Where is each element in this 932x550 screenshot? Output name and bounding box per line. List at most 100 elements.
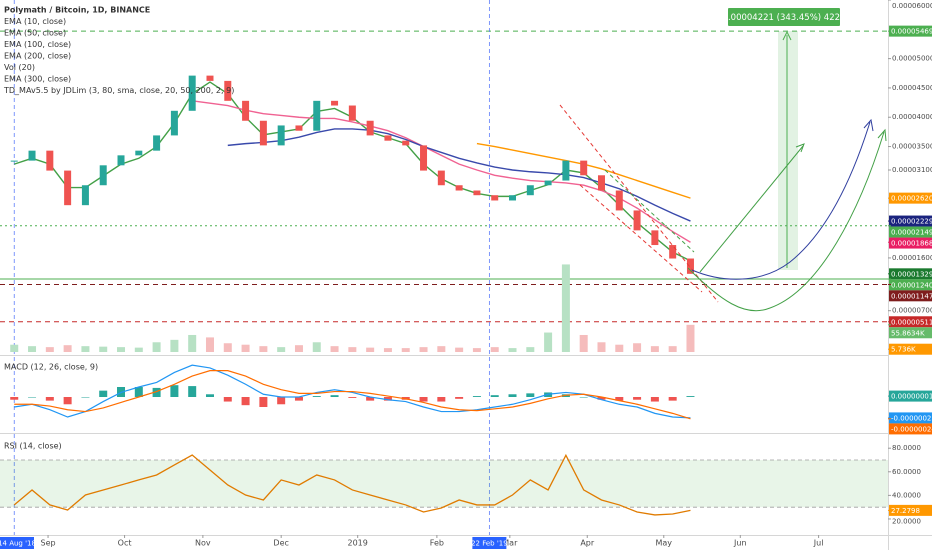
volume-bar xyxy=(419,347,428,352)
price-badge xyxy=(889,423,932,435)
histogram-bar xyxy=(348,397,357,398)
volume-bar xyxy=(294,345,303,352)
candle xyxy=(277,125,285,146)
histogram-bar xyxy=(650,397,659,402)
price-badge-label: 55.8634K xyxy=(891,329,925,337)
candle xyxy=(544,180,552,186)
arrowhead xyxy=(877,128,887,142)
y-tick-label: 20.0000 xyxy=(892,517,921,525)
histogram-bar xyxy=(294,397,303,401)
price-badge-label: -0.00000024 xyxy=(891,425,932,433)
histogram-bar xyxy=(437,397,446,402)
volume-bar xyxy=(383,348,392,352)
histogram-bar xyxy=(597,397,606,400)
x-tick-label: May xyxy=(656,539,673,548)
price-badge xyxy=(889,327,932,339)
volume-bar xyxy=(455,347,464,352)
macd-line xyxy=(14,364,691,419)
histogram-bar xyxy=(633,397,642,400)
candle xyxy=(153,135,161,151)
y-tick-label: 0.00001600 xyxy=(892,254,932,262)
candle xyxy=(81,185,89,206)
histogram-bar xyxy=(366,397,375,401)
histogram-bar xyxy=(277,397,286,405)
volume-bar xyxy=(10,344,19,352)
y-tick-label: 60.0000 xyxy=(892,468,921,476)
projection-arrow xyxy=(699,145,804,273)
price-badge-label: 0.00001868 xyxy=(891,240,932,248)
candle xyxy=(491,195,499,201)
y-tick-label: 0.00006000 xyxy=(892,2,932,10)
volume-bar xyxy=(401,348,410,352)
histogram-bar xyxy=(312,396,321,397)
volume-bar xyxy=(544,332,553,352)
candle xyxy=(64,170,72,206)
volume-bar xyxy=(241,344,250,352)
price-badge xyxy=(889,504,932,516)
histogram-bar xyxy=(490,395,499,397)
volume-bar xyxy=(508,348,517,352)
candle xyxy=(473,190,481,196)
y-tick-label: 0.00004000 xyxy=(892,113,932,121)
price-badge xyxy=(889,279,932,291)
candle xyxy=(331,100,339,106)
price-badge-label: 0.00001240 xyxy=(891,281,932,289)
candle xyxy=(313,100,321,131)
candle xyxy=(562,160,570,181)
arrowhead xyxy=(795,143,805,153)
candle xyxy=(10,160,18,162)
candle xyxy=(455,185,463,191)
histogram-bar xyxy=(28,397,37,398)
histogram-bar xyxy=(668,397,677,401)
candle xyxy=(669,245,677,259)
volume-bar xyxy=(561,264,570,352)
x-tick-label: Apr xyxy=(580,539,595,548)
price-badge xyxy=(889,226,932,238)
candle xyxy=(651,230,659,246)
volume-bar xyxy=(188,334,197,352)
indicator-label: TD_MAv5.5 by JDLim (3, 80, sma, close, 2… xyxy=(3,86,234,95)
price-badge-label: 0.00001147 xyxy=(891,292,932,300)
volume-bar xyxy=(579,334,588,352)
volume-bar xyxy=(134,347,143,352)
legend-entry: EMA (10, close) xyxy=(4,17,66,26)
price-badge-label: 0.00000001 xyxy=(891,393,932,401)
histogram-bar xyxy=(455,397,464,399)
candle xyxy=(686,258,694,274)
x-tick-label: 2019 xyxy=(348,539,368,548)
candle xyxy=(188,75,196,111)
candle xyxy=(242,100,250,121)
price-badge xyxy=(889,412,932,424)
price-badge-label: 0.00000511 xyxy=(891,318,932,326)
projection-curve xyxy=(687,131,885,312)
rsi-band xyxy=(0,459,888,508)
histogram-bar xyxy=(615,397,624,401)
candle xyxy=(580,160,588,176)
volume-bar xyxy=(63,345,72,352)
histogram-bar xyxy=(170,385,179,397)
y-tick-label: 0.00003100 xyxy=(892,166,932,174)
y-tick-label: 40.0000 xyxy=(892,491,921,499)
histogram-bar xyxy=(472,396,481,397)
channel-line xyxy=(604,169,695,253)
price-badge-label: 0.00002620 xyxy=(891,195,932,203)
volume-bar xyxy=(668,346,677,352)
volume-bar xyxy=(99,346,108,352)
price-badge-label: 0.00002229 xyxy=(891,218,932,226)
indicator-label: EMA (300, close) xyxy=(4,75,71,84)
volume-bar xyxy=(277,347,286,352)
volume-bar xyxy=(312,342,321,352)
histogram-bar xyxy=(419,397,428,402)
price-badge xyxy=(889,316,932,328)
x-tick-label: Sep xyxy=(41,539,56,548)
price-badge xyxy=(889,268,932,280)
legend-entry: EMA (200, close) xyxy=(4,52,71,61)
price-badge xyxy=(889,192,932,204)
volume-bar xyxy=(45,347,54,352)
projection-arrowhead xyxy=(782,30,792,41)
y-tick-label: 80.0000 xyxy=(892,444,921,452)
volume-bar xyxy=(472,348,481,352)
x-tick-label: Jun xyxy=(733,539,747,548)
